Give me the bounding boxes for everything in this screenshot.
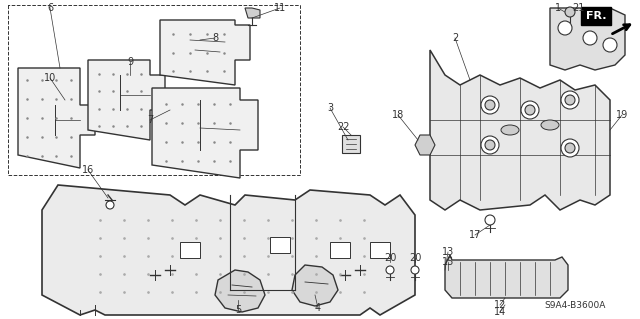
Circle shape	[485, 215, 495, 225]
Circle shape	[525, 105, 535, 115]
FancyBboxPatch shape	[330, 242, 350, 258]
Polygon shape	[215, 270, 265, 312]
Text: 20: 20	[409, 253, 421, 263]
Text: 11: 11	[274, 3, 286, 13]
Circle shape	[106, 201, 114, 209]
Polygon shape	[292, 265, 338, 306]
Circle shape	[481, 136, 499, 154]
Circle shape	[583, 31, 597, 45]
Circle shape	[411, 266, 419, 274]
FancyBboxPatch shape	[581, 7, 611, 25]
Text: 2: 2	[452, 33, 458, 43]
Text: 1: 1	[555, 3, 561, 13]
FancyBboxPatch shape	[180, 242, 200, 258]
Ellipse shape	[541, 120, 559, 130]
Text: 10: 10	[44, 73, 56, 83]
Text: 9: 9	[127, 57, 133, 67]
Text: 3: 3	[327, 103, 333, 113]
Text: FR.: FR.	[586, 11, 606, 21]
Text: S9A4-B3600A: S9A4-B3600A	[544, 300, 605, 309]
Text: 8: 8	[212, 33, 218, 43]
Text: 6: 6	[47, 3, 53, 13]
Polygon shape	[18, 68, 95, 168]
Circle shape	[565, 95, 575, 105]
Circle shape	[603, 38, 617, 52]
Circle shape	[558, 21, 572, 35]
Text: 16: 16	[82, 165, 94, 175]
Polygon shape	[342, 135, 360, 153]
Polygon shape	[152, 88, 258, 178]
Circle shape	[521, 101, 539, 119]
Circle shape	[565, 143, 575, 153]
Circle shape	[485, 100, 495, 110]
FancyBboxPatch shape	[370, 242, 390, 258]
Polygon shape	[550, 8, 625, 70]
Circle shape	[481, 96, 499, 114]
FancyBboxPatch shape	[270, 237, 290, 253]
Text: 15: 15	[442, 257, 454, 267]
Text: 13: 13	[442, 247, 454, 257]
Polygon shape	[415, 135, 435, 155]
Circle shape	[561, 139, 579, 157]
Text: 22: 22	[337, 122, 349, 132]
Polygon shape	[445, 255, 568, 298]
Text: 19: 19	[616, 110, 628, 120]
Text: 17: 17	[469, 230, 481, 240]
Text: 21: 21	[572, 3, 584, 13]
Polygon shape	[8, 5, 300, 175]
Polygon shape	[160, 20, 250, 85]
Text: 20: 20	[384, 253, 396, 263]
Text: 14: 14	[494, 307, 506, 317]
Polygon shape	[430, 50, 610, 210]
Ellipse shape	[501, 125, 519, 135]
Circle shape	[565, 7, 575, 17]
Text: 7: 7	[147, 115, 153, 125]
Text: 18: 18	[392, 110, 404, 120]
Text: 5: 5	[235, 305, 241, 315]
Text: 4: 4	[315, 303, 321, 313]
Circle shape	[561, 91, 579, 109]
Circle shape	[386, 266, 394, 274]
Polygon shape	[42, 185, 415, 315]
Circle shape	[485, 140, 495, 150]
Polygon shape	[88, 60, 165, 140]
Polygon shape	[245, 8, 260, 18]
Text: 12: 12	[494, 300, 506, 310]
